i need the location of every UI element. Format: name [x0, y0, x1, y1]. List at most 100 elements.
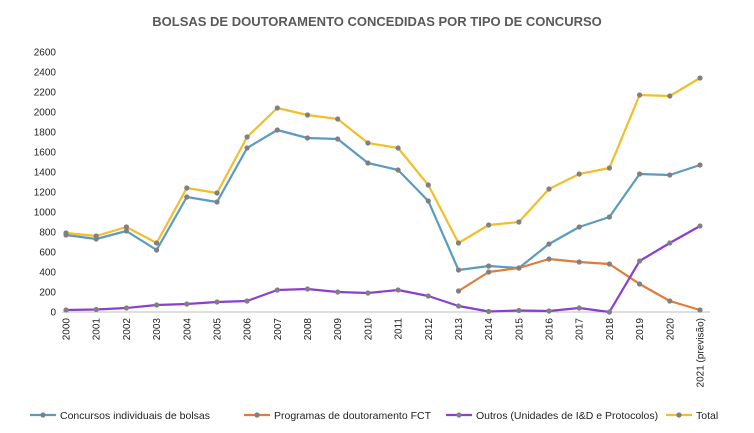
data-point-series-4	[154, 240, 160, 246]
data-point-series-1	[425, 198, 431, 204]
data-point-series-1	[576, 224, 582, 230]
y-tick-label: 1200	[34, 188, 57, 199]
x-tick-label: 2007	[273, 318, 284, 341]
data-point-series-4	[546, 186, 552, 192]
legend-swatch-marker	[254, 412, 260, 418]
series-line-4	[65, 77, 701, 245]
x-tick-label: 2003	[152, 318, 163, 341]
y-tick-label: 2400	[34, 68, 57, 79]
data-point-series-1	[214, 199, 220, 205]
data-point-series-3	[123, 305, 129, 311]
data-point-series-2	[637, 281, 643, 287]
data-point-series-4	[576, 171, 582, 177]
data-point-series-4	[214, 190, 220, 196]
y-tick-label: 600	[39, 248, 56, 259]
x-tick-label: 2013	[454, 318, 465, 341]
data-point-series-4	[244, 134, 250, 140]
data-point-series-3	[274, 287, 280, 293]
data-point-series-3	[304, 286, 311, 292]
x-tick-label: 2021 (previsão)	[696, 318, 707, 387]
y-tick-label: 0	[50, 308, 56, 319]
data-point-series-1	[184, 194, 190, 200]
data-point-series-2	[697, 307, 703, 313]
data-point-series-1	[395, 167, 401, 173]
data-point-series-4	[486, 222, 492, 228]
series-line-3	[65, 225, 701, 314]
data-point-series-3	[546, 308, 552, 314]
data-point-series-4	[697, 75, 703, 81]
data-point-series-3	[697, 223, 703, 229]
data-point-series-1	[486, 263, 492, 269]
data-point-series-3	[214, 299, 220, 305]
data-point-series-4	[516, 219, 522, 225]
data-point-series-4	[335, 116, 341, 122]
legend-label: Concursos individuais de bolsas	[60, 410, 210, 422]
data-point-series-3	[365, 290, 371, 296]
data-point-series-1	[244, 145, 250, 151]
legend-swatch-marker	[40, 412, 46, 418]
y-tick-label: 2000	[34, 108, 57, 119]
data-point-series-4	[637, 92, 643, 98]
data-point-series-3	[395, 287, 401, 293]
x-tick-label: 2001	[92, 318, 103, 341]
data-point-series-4	[304, 112, 311, 118]
x-tick-label: 2015	[514, 318, 525, 341]
data-point-series-3	[606, 309, 613, 315]
data-point-series-1	[455, 267, 462, 273]
x-tick-label: 2018	[605, 318, 616, 341]
data-point-series-1	[546, 241, 552, 247]
data-point-series-3	[516, 307, 522, 314]
x-tick-label: 2016	[545, 318, 556, 341]
data-point-series-3	[154, 302, 160, 308]
data-point-series-1	[154, 247, 160, 253]
data-point-series-1	[274, 127, 280, 133]
x-tick-label: 2014	[484, 318, 495, 341]
x-tick-label: 2010	[363, 318, 374, 341]
data-point-series-3	[93, 306, 99, 313]
data-point-series-1	[123, 228, 129, 234]
y-tick-label: 200	[39, 288, 56, 299]
data-point-series-3	[335, 289, 341, 295]
data-point-series-2	[667, 298, 673, 304]
data-point-series-3	[244, 298, 250, 304]
y-tick-label: 2600	[34, 48, 57, 59]
x-tick-label: 2009	[333, 318, 344, 341]
y-tick-label: 400	[39, 268, 56, 279]
legend-label: Total	[696, 410, 718, 422]
data-point-series-4	[395, 145, 401, 151]
data-point-series-4	[274, 105, 280, 111]
y-tick-label: 1000	[34, 208, 57, 219]
y-tick-label: 1800	[34, 128, 57, 139]
data-point-series-1	[667, 172, 673, 178]
legend-label: Outros (Unidades de I&D e Protocolos)	[476, 410, 658, 422]
y-tick-label: 1400	[34, 168, 57, 179]
data-point-series-4	[365, 140, 371, 146]
data-point-series-1	[697, 162, 703, 168]
x-tick-label: 2008	[303, 318, 314, 341]
data-point-series-3	[184, 301, 190, 307]
data-point-series-1	[304, 135, 311, 141]
data-point-series-3	[576, 305, 582, 311]
x-tick-label: 2000	[62, 318, 73, 341]
data-point-series-2	[516, 265, 522, 271]
x-tick-label: 2006	[243, 318, 254, 341]
data-point-series-1	[365, 160, 371, 166]
x-tick-label: 2012	[424, 318, 435, 341]
data-point-series-4	[93, 233, 99, 239]
data-point-series-4	[184, 185, 190, 191]
data-point-series-3	[667, 240, 673, 246]
data-point-series-3	[63, 307, 69, 313]
data-point-series-4	[455, 240, 462, 246]
data-point-series-2	[606, 261, 613, 267]
y-tick-label: 1600	[34, 148, 57, 159]
data-point-series-4	[606, 165, 613, 171]
x-tick-label: 2004	[182, 318, 193, 341]
legend-swatch-marker	[676, 412, 682, 418]
data-point-series-4	[63, 230, 69, 236]
data-point-series-3	[637, 258, 643, 264]
data-point-series-2	[546, 256, 552, 262]
x-tick-label: 2020	[665, 318, 676, 341]
x-tick-label: 2005	[212, 318, 223, 341]
data-point-series-3	[455, 303, 462, 309]
